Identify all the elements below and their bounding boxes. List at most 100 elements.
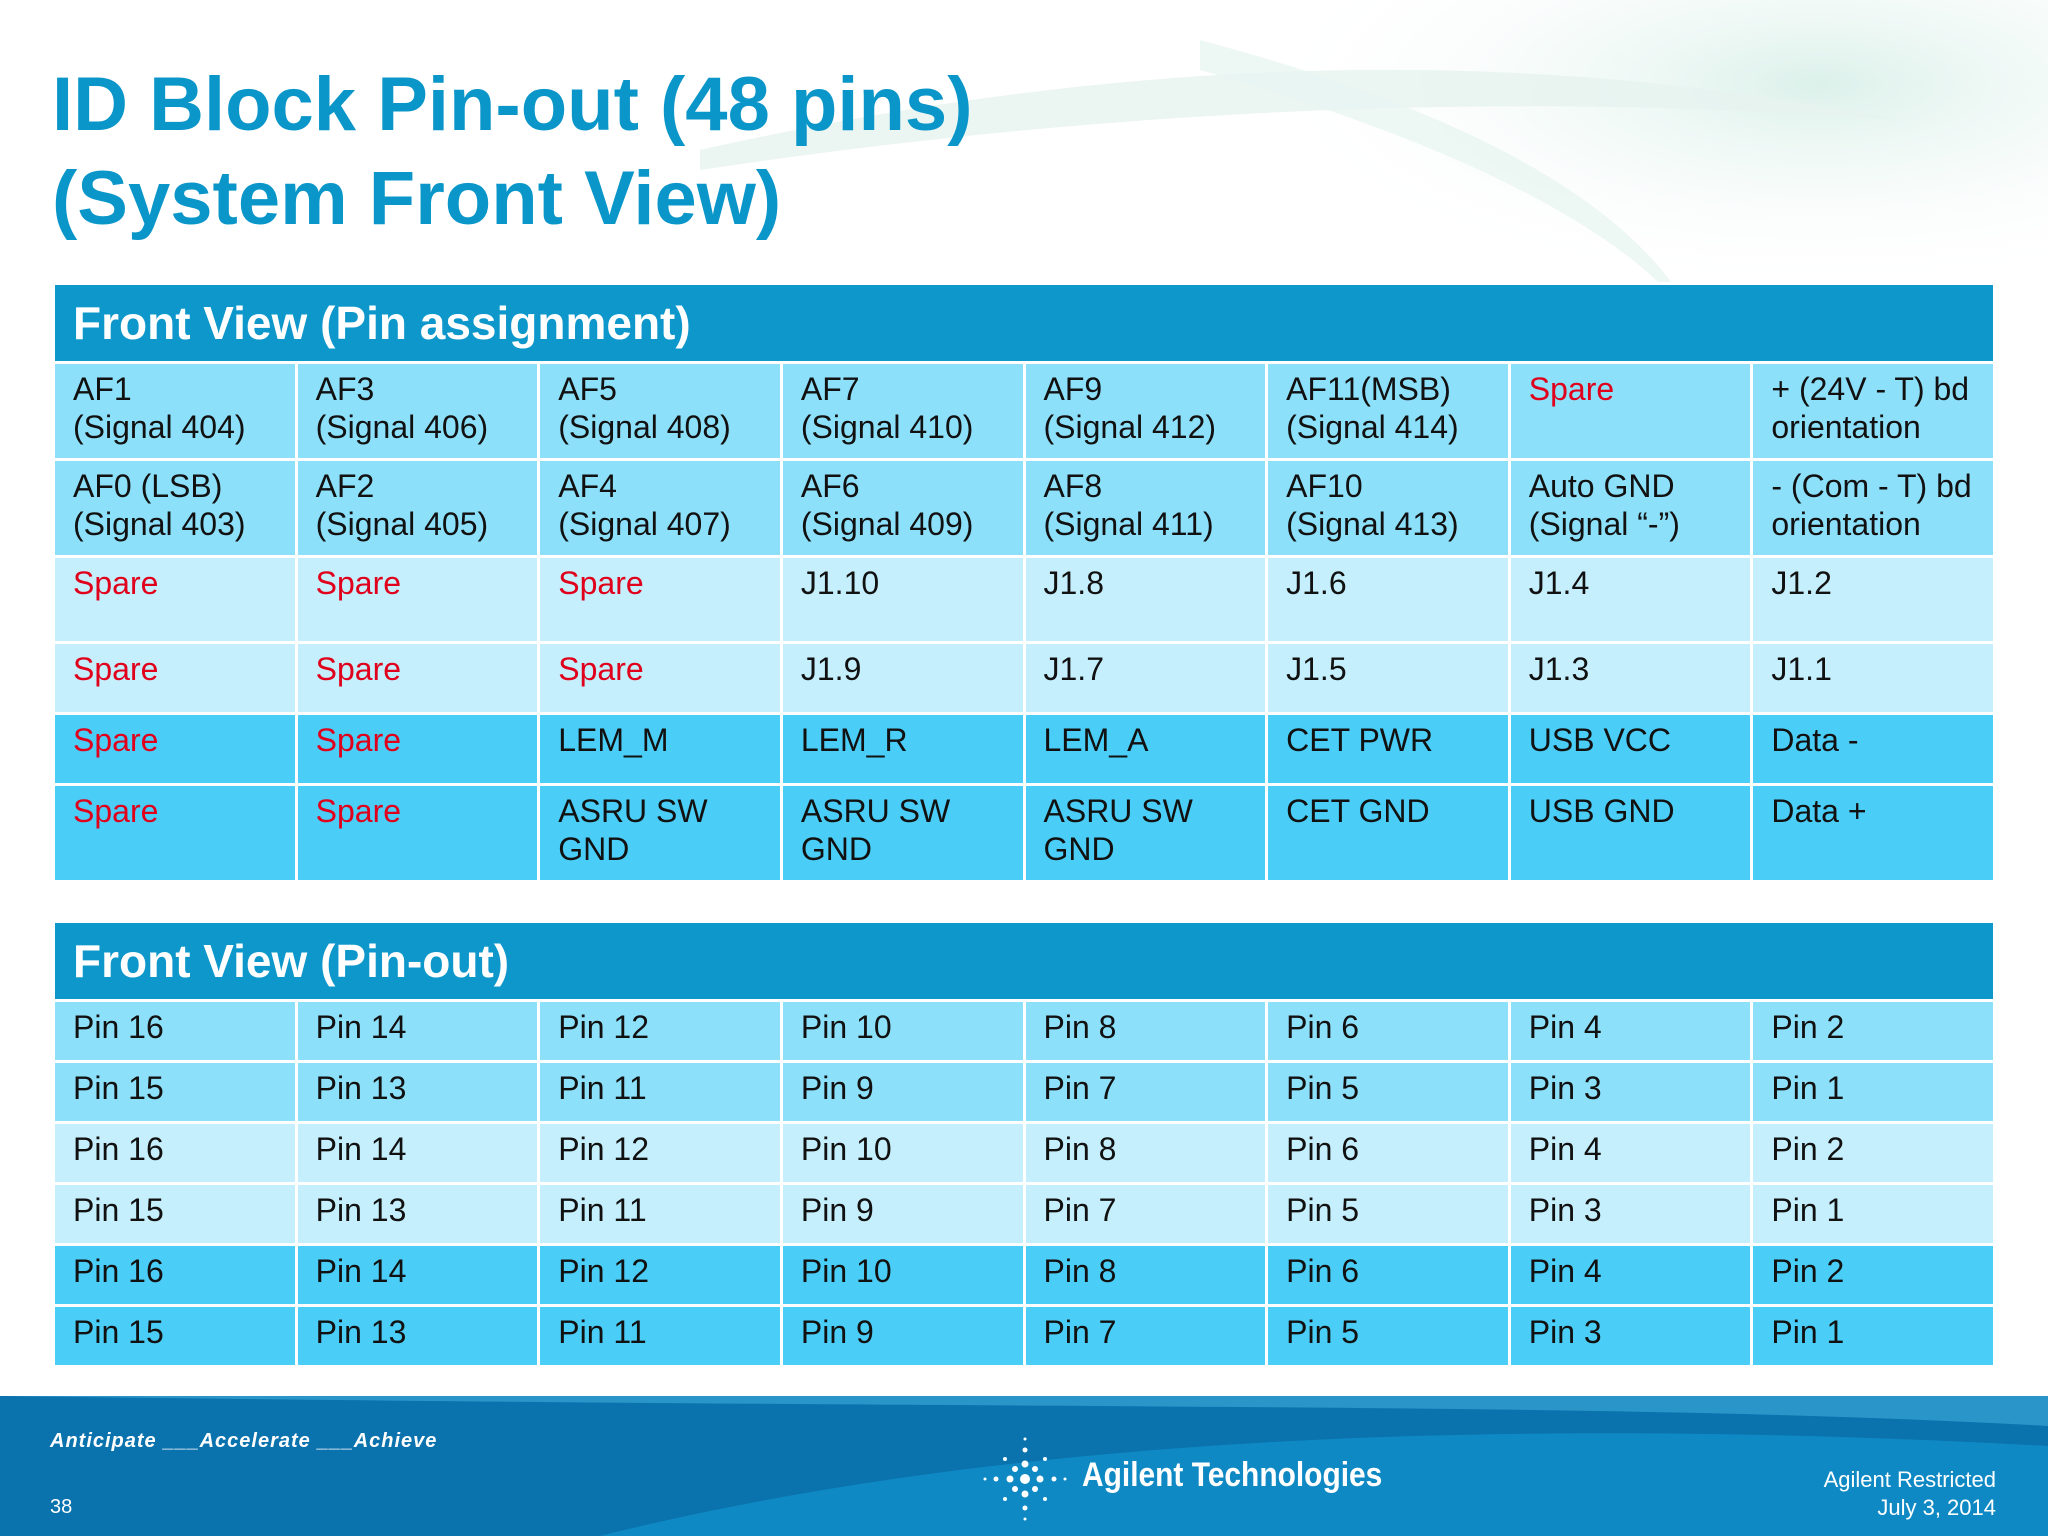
cell-label: ASRU SW — [558, 793, 708, 829]
pin-cell: Pin 15 — [52, 1182, 298, 1246]
table-cell: AF3 (Signal 406) — [294, 361, 541, 461]
table-cell: AF7 (Signal 410) — [779, 361, 1026, 461]
cell-sublabel: GND — [1043, 831, 1115, 867]
cell-label: Spare — [315, 651, 402, 687]
cell-label: J1.6 — [1286, 565, 1347, 601]
pin-cell: Pin 7 — [1022, 1060, 1269, 1124]
cell-label: Spare — [73, 651, 159, 687]
cell-label: AF11(MSB) — [1286, 371, 1451, 407]
cell-sublabel: (Signal 410) — [800, 409, 974, 445]
table-row: Spare Spare Spare J1.9 J1.7 J1.5 J1.3 J1.1 — [52, 641, 1996, 715]
table-cell: USB GND — [1507, 783, 1754, 883]
pin-cell: Pin 10 — [779, 1121, 1026, 1185]
logo-wordmark: Agilent Technologies — [1082, 1456, 1383, 1494]
document-date: July 3, 2014 — [1877, 1495, 1996, 1520]
table-cell: J1.1 — [1750, 641, 1996, 715]
table-cell: - (Com - T) bd orientation — [1750, 458, 1996, 558]
pin-cell: Pin 3 — [1507, 1182, 1754, 1246]
cell-label: Spare — [315, 722, 402, 758]
cell-sublabel: (Signal 414) — [1286, 409, 1459, 445]
pin-cell: Pin 3 — [1507, 1304, 1754, 1368]
cell-label: Data + — [1771, 793, 1867, 829]
pin-cell: Pin 15 — [52, 1060, 298, 1124]
cell-label: ASRU SW — [800, 793, 951, 829]
table-cell: J1.7 — [1022, 641, 1269, 715]
table-cell: AF6 (Signal 409) — [779, 458, 1026, 558]
cell-label: Data - — [1771, 722, 1859, 758]
table-header-row: Front View (Pin assignment) — [52, 282, 1996, 364]
spark-icon — [983, 1437, 1067, 1521]
classification-label: Agilent Restricted — [1823, 1467, 1996, 1492]
cell-label: AF7 — [800, 371, 860, 407]
cell-sublabel: (Signal 405) — [315, 506, 489, 542]
page-number: 38 — [50, 1496, 73, 1518]
pin-cell: Pin 16 — [52, 999, 298, 1063]
table-cell: AF4 (Signal 407) — [537, 458, 783, 558]
agilent-logo: Agilent Technologies — [980, 1434, 1400, 1524]
table-cell: Spare — [1507, 361, 1754, 461]
table-row: Spare Spare ASRU SW GND ASRU SW GND ASRU SW GND… — [52, 783, 1996, 883]
cell-label: CET GND — [1286, 793, 1430, 829]
pin-cell: Pin 13 — [294, 1304, 541, 1368]
cell-sublabel: (Signal “-”) — [1528, 506, 1680, 542]
cell-label: CET PWR — [1286, 722, 1434, 758]
table-cell: J1.6 — [1265, 555, 1511, 644]
table-cell: CET GND — [1265, 783, 1511, 883]
cell-label: Spare — [73, 793, 159, 829]
cell-label: AF1 — [73, 371, 132, 407]
table-cell: J1.3 — [1507, 641, 1754, 715]
pin-cell: Pin 11 — [537, 1060, 783, 1124]
table-cell: AF10 (Signal 413) — [1265, 458, 1511, 558]
cell-label: AF2 — [315, 468, 375, 504]
table-cell: Spare — [52, 712, 298, 786]
pin-cell: Pin 1 — [1750, 1304, 1996, 1368]
table-cell: Spare — [294, 641, 541, 715]
classification-block: Agilent Restricted July 3, 2014 — [1824, 1466, 1996, 1522]
cell-sublabel: (Signal 408) — [558, 409, 731, 445]
table-cell: Spare — [294, 783, 541, 883]
cell-sublabel: GND — [800, 831, 872, 867]
cell-label: ASRU SW — [1043, 793, 1193, 829]
table-cell: Auto GND (Signal “-”) — [1507, 458, 1754, 558]
table-cell: J1.10 — [779, 555, 1026, 644]
cell-label: Auto GND — [1528, 468, 1675, 504]
cell-label: J1.9 — [800, 651, 862, 687]
table-cell: ASRU SW GND — [779, 783, 1026, 883]
pin-cell: Pin 12 — [537, 1121, 783, 1185]
table-cell: J1.5 — [1265, 641, 1511, 715]
pin-cell: Pin 5 — [1265, 1182, 1511, 1246]
cell-label: J1.4 — [1528, 565, 1590, 601]
pin-cell: Pin 6 — [1265, 999, 1511, 1063]
cell-sublabel: (Signal 412) — [1043, 409, 1217, 445]
cell-label: J1.8 — [1043, 565, 1104, 601]
cell-label: J1.10 — [800, 565, 880, 601]
cell-label: Spare — [315, 793, 402, 829]
pin-cell: Pin 7 — [1022, 1182, 1269, 1246]
pin-cell: Pin 1 — [1750, 1182, 1996, 1246]
table-cell: LEM_R — [779, 712, 1026, 786]
pin-cell: Pin 14 — [294, 999, 541, 1063]
table-cell: Spare — [537, 641, 783, 715]
pin-assignment-header: Front View (Pin assignment) — [52, 282, 1996, 364]
cell-sublabel: (Signal 404) — [73, 409, 246, 445]
pin-cell: Pin 5 — [1265, 1304, 1511, 1368]
cell-label: AF8 — [1043, 468, 1103, 504]
pin-cell: Pin 13 — [294, 1060, 541, 1124]
pin-cell: Pin 8 — [1022, 1121, 1269, 1185]
table-cell: J1.9 — [779, 641, 1026, 715]
table-cell: Data - — [1750, 712, 1996, 786]
page-title: ID Block Pin-out (48 pins) (System Front… — [52, 58, 973, 246]
pin-cell: Pin 12 — [537, 1243, 783, 1307]
pin-cell: Pin 14 — [294, 1121, 541, 1185]
cell-label: AF3 — [315, 371, 375, 407]
cell-label: J1.3 — [1528, 651, 1590, 687]
pin-cell: Pin 14 — [294, 1243, 541, 1307]
pin-cell: Pin 4 — [1507, 999, 1754, 1063]
pin-cell: Pin 2 — [1750, 1121, 1996, 1185]
cell-label: J1.1 — [1771, 651, 1832, 687]
table-cell: AF8 (Signal 411) — [1022, 458, 1269, 558]
table-cell: Spare — [294, 712, 541, 786]
table-cell: ASRU SW GND — [1022, 783, 1269, 883]
